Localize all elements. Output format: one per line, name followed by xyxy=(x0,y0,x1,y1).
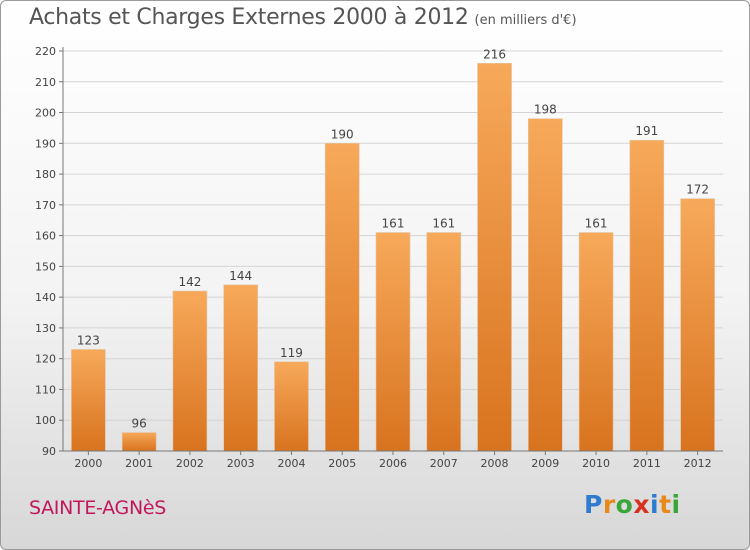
x-tick-label: 2007 xyxy=(430,457,458,470)
x-tick-label: 2003 xyxy=(227,457,255,470)
bar-value-label: 144 xyxy=(229,269,252,283)
bar-value-label: 191 xyxy=(635,124,658,138)
bar-value-label: 161 xyxy=(585,217,608,231)
bar-2004 xyxy=(274,361,309,452)
logo-letter: t xyxy=(659,490,672,519)
logo-letter: i xyxy=(650,490,660,519)
x-tick-label: 2009 xyxy=(531,457,559,470)
x-tick-label: 2008 xyxy=(481,457,509,470)
y-tick-label: 150 xyxy=(35,260,56,273)
bar-2005 xyxy=(324,143,360,452)
bar-value-label: 119 xyxy=(280,346,303,360)
x-tick-label: 2011 xyxy=(633,457,661,470)
x-tick-label: 2000 xyxy=(74,457,102,470)
bar-2012 xyxy=(680,198,715,452)
bar-2006 xyxy=(375,232,411,452)
y-tick-label: 160 xyxy=(35,230,56,243)
y-tick-label: 140 xyxy=(35,291,56,304)
x-tick-label: 2004 xyxy=(277,457,305,470)
logo-letter: x xyxy=(633,490,650,519)
chart-unit: (en milliers d'€) xyxy=(474,13,577,28)
bar-value-label: 123 xyxy=(77,333,100,347)
bar-2000 xyxy=(71,349,106,452)
y-tick-label: 200 xyxy=(35,107,56,120)
labels-layer: 90 100 110 120 130 140 150 160 170 180 190 200 210 22… xyxy=(35,45,712,470)
x-tick-label: 2005 xyxy=(328,457,356,470)
bar-value-label: 142 xyxy=(178,275,201,289)
bar-2003 xyxy=(223,284,258,452)
axis-layer xyxy=(59,47,723,455)
bar-2008 xyxy=(477,63,512,452)
y-tick-label: 170 xyxy=(35,199,56,212)
bar-2011 xyxy=(629,139,665,452)
bar-value-label: 198 xyxy=(534,103,557,117)
bar-value-label: 161 xyxy=(432,217,455,231)
y-tick-label: 90 xyxy=(42,445,56,458)
x-tick-label: 2012 xyxy=(684,457,712,470)
y-tick-label: 210 xyxy=(35,76,56,89)
bar-2009 xyxy=(528,118,563,452)
x-tick-label: 2010 xyxy=(582,457,610,470)
bar-value-label: 190 xyxy=(331,127,354,141)
x-tick-label: 2006 xyxy=(379,457,407,470)
logo-letter: P xyxy=(584,490,603,519)
y-tick-label: 220 xyxy=(35,45,56,58)
y-tick-label: 110 xyxy=(35,383,56,396)
proxiti-logo: Proxiti xyxy=(584,490,681,519)
logo-letter: i xyxy=(671,490,681,519)
y-tick-label: 100 xyxy=(35,414,56,427)
bar-2001 xyxy=(121,432,157,452)
chart-title: Achats et Charges Externes 2000 à 2012 (e… xyxy=(29,5,577,30)
bar-2002 xyxy=(172,290,208,452)
bar-value-label: 161 xyxy=(382,217,405,231)
bars-layer xyxy=(71,63,715,452)
x-tick-label: 2002 xyxy=(176,457,204,470)
town-name: SAINTE-AGNèS xyxy=(29,497,167,519)
y-tick-label: 190 xyxy=(35,137,56,150)
x-tick-label: 2001 xyxy=(125,457,153,470)
logo-letter: o xyxy=(615,490,634,519)
y-tick-label: 130 xyxy=(35,322,56,335)
bar-value-label: 216 xyxy=(483,47,506,61)
logo-letter: r xyxy=(602,490,616,519)
bar-2010 xyxy=(578,232,614,452)
y-tick-label: 180 xyxy=(35,168,56,181)
bar-value-label: 96 xyxy=(132,417,147,431)
bar-2007 xyxy=(426,232,462,452)
bar-value-label: 172 xyxy=(686,183,709,197)
chart-title-text: Achats et Charges Externes 2000 à 2012 xyxy=(29,5,469,30)
y-tick-label: 120 xyxy=(35,353,56,366)
